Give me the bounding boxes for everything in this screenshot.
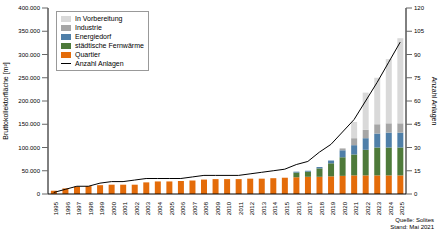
svg-text:2015: 2015 [284, 201, 290, 215]
svg-text:350.000: 350.000 [18, 28, 40, 34]
svg-text:2024: 2024 [388, 201, 394, 215]
html-text:Quelle: Solites: Quelle: Solites [395, 217, 434, 223]
svg-text:105: 105 [414, 28, 425, 34]
svg-text:2010: 2010 [226, 201, 232, 215]
svg-text:120: 120 [414, 5, 425, 11]
svg-text:2022: 2022 [365, 201, 371, 215]
svg-text:2006: 2006 [180, 201, 186, 215]
html-text:städtische Fernwärme: städtische Fernwärme [75, 42, 144, 49]
svg-text:100.000: 100.000 [18, 145, 40, 151]
svg-text:1996: 1996 [65, 201, 71, 215]
svg-text:2004: 2004 [157, 201, 163, 215]
svg-text:2023: 2023 [376, 201, 382, 215]
svg-text:2002: 2002 [134, 201, 140, 215]
svg-text:1997: 1997 [76, 201, 82, 215]
svg-text:2018: 2018 [319, 201, 325, 215]
svg-text:30: 30 [414, 145, 421, 151]
svg-text:150.000: 150.000 [18, 121, 40, 127]
svg-text:0: 0 [414, 191, 418, 197]
html-text:Stand: Mai 2021: Stand: Mai 2021 [390, 224, 434, 230]
svg-text:2011: 2011 [238, 201, 244, 215]
svg-text:1995: 1995 [53, 201, 59, 215]
html-text:In Vorbereitung: In Vorbereitung [75, 15, 123, 22]
svg-text:400.000: 400.000 [18, 5, 40, 11]
svg-text:2020: 2020 [342, 201, 348, 215]
svg-text:250.000: 250.000 [18, 75, 40, 81]
svg-text:2019: 2019 [330, 201, 336, 215]
svg-text:Bruttokollektorfläche [m²]: Bruttokollektorfläche [m²] [8, 62, 10, 139]
svg-text:300.000: 300.000 [18, 52, 40, 58]
svg-text:200.000: 200.000 [18, 98, 40, 104]
svg-text:Anzahl Anlagen: Anzahl Anlagen [430, 77, 432, 126]
svg-text:0: 0 [37, 191, 41, 197]
svg-text:2005: 2005 [169, 201, 175, 215]
svg-text:1998: 1998 [88, 201, 94, 215]
svg-text:2014: 2014 [272, 201, 278, 215]
html-text:Anzahl Anlagen: Anzahl Anlagen [75, 60, 124, 67]
svg-text:45: 45 [414, 121, 421, 127]
svg-text:2001: 2001 [122, 201, 128, 215]
svg-text:2021: 2021 [353, 201, 359, 215]
svg-text:2000: 2000 [111, 201, 117, 215]
html-text:Energiedorf: Energiedorf [75, 33, 112, 40]
svg-text:90: 90 [414, 52, 421, 58]
svg-text:1999: 1999 [99, 201, 105, 215]
svg-text:2012: 2012 [249, 201, 255, 215]
svg-text:2013: 2013 [261, 201, 267, 215]
html-text:Quartier: Quartier [75, 51, 101, 58]
svg-text:2003: 2003 [145, 201, 151, 215]
svg-text:15: 15 [414, 168, 421, 174]
svg-text:2025: 2025 [399, 201, 405, 215]
svg-text:50.000: 50.000 [22, 168, 41, 174]
html-text:Industrie: Industrie [75, 24, 102, 31]
svg-text:75: 75 [414, 75, 421, 81]
svg-text:60: 60 [414, 98, 421, 104]
svg-text:2009: 2009 [215, 201, 221, 215]
svg-text:2007: 2007 [192, 201, 198, 215]
svg-text:2017: 2017 [307, 201, 313, 215]
svg-text:2008: 2008 [203, 201, 209, 215]
svg-text:2016: 2016 [296, 201, 302, 215]
